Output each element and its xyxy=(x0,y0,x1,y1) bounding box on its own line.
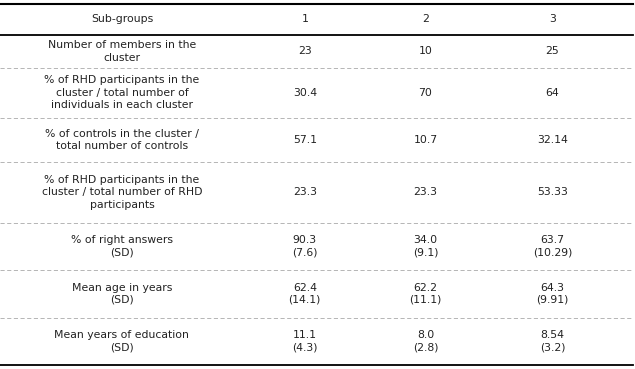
Text: 25: 25 xyxy=(545,46,559,56)
Text: Mean years of education
(SD): Mean years of education (SD) xyxy=(55,330,189,352)
Text: Sub-groups: Sub-groups xyxy=(91,14,153,24)
Text: 62.2
(11.1): 62.2 (11.1) xyxy=(410,283,441,305)
Text: 62.4
(14.1): 62.4 (14.1) xyxy=(289,283,321,305)
Text: 10.7: 10.7 xyxy=(413,135,438,145)
Text: 23.3: 23.3 xyxy=(293,187,317,197)
Text: 30.4: 30.4 xyxy=(293,88,317,98)
Text: 23: 23 xyxy=(298,46,312,56)
Text: Mean age in years
(SD): Mean age in years (SD) xyxy=(72,283,172,305)
Text: 8.0
(2.8): 8.0 (2.8) xyxy=(413,330,438,352)
Text: 53.33: 53.33 xyxy=(537,187,568,197)
Text: 23.3: 23.3 xyxy=(413,187,438,197)
Text: 64.3
(9.91): 64.3 (9.91) xyxy=(537,283,568,305)
Text: 11.1
(4.3): 11.1 (4.3) xyxy=(292,330,318,352)
Text: % of RHD participants in the
cluster / total number of RHD
participants: % of RHD participants in the cluster / t… xyxy=(42,175,202,210)
Text: 63.7
(10.29): 63.7 (10.29) xyxy=(533,235,572,258)
Text: 70: 70 xyxy=(418,88,432,98)
Text: % of RHD participants in the
cluster / total number of
individuals in each clust: % of RHD participants in the cluster / t… xyxy=(44,76,199,110)
Text: 57.1: 57.1 xyxy=(293,135,317,145)
Text: % of right answers
(SD): % of right answers (SD) xyxy=(71,235,173,258)
Text: 1: 1 xyxy=(302,14,308,24)
Text: 10: 10 xyxy=(418,46,432,56)
Text: 34.0
(9.1): 34.0 (9.1) xyxy=(413,235,438,258)
Text: Number of members in the
cluster: Number of members in the cluster xyxy=(48,40,196,63)
Text: 90.3
(7.6): 90.3 (7.6) xyxy=(292,235,318,258)
Text: 3: 3 xyxy=(549,14,556,24)
Text: 64: 64 xyxy=(545,88,559,98)
Text: 2: 2 xyxy=(422,14,429,24)
Text: 8.54
(3.2): 8.54 (3.2) xyxy=(540,330,565,352)
Text: 32.14: 32.14 xyxy=(537,135,568,145)
Text: % of controls in the cluster /
total number of controls: % of controls in the cluster / total num… xyxy=(45,128,199,151)
